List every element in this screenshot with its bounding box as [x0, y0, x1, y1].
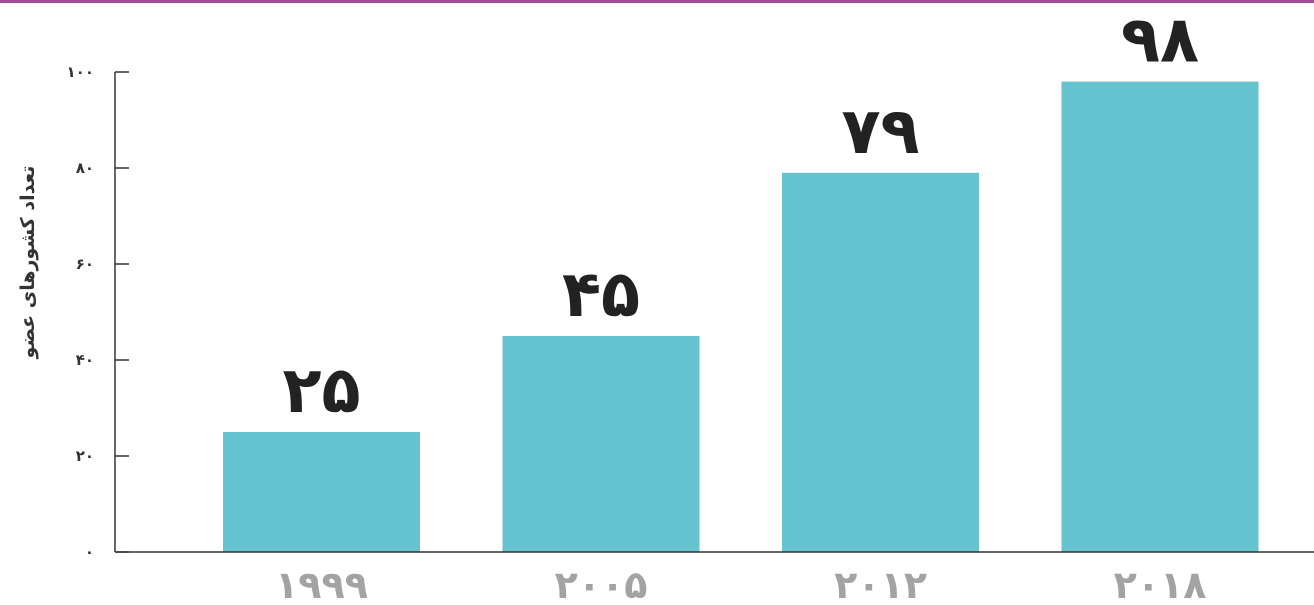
y-axis-title: تعداد کشورهای عضو: [17, 166, 39, 360]
top-rule: [0, 0, 1314, 3]
y-tick-label: ۲۰: [76, 447, 94, 465]
bar: [223, 432, 420, 552]
bar-value-label: ۹۸: [1121, 4, 1199, 78]
y-tick-label: ۱۰۰: [67, 63, 94, 81]
bar: [1061, 81, 1259, 552]
y-tick-label: ۶۰: [76, 255, 94, 273]
bar: [782, 172, 979, 553]
bar-value-label: ۷۹: [841, 95, 919, 169]
bar: [502, 336, 700, 552]
y-tick-label: ۸۰: [76, 159, 94, 177]
y-tick-label: ۰: [85, 543, 94, 561]
y-axis: ۰ ۲۰ ۴۰ ۶۰ ۸۰ ۱۰۰: [67, 63, 129, 561]
category-label: ۲۰۱۸: [1114, 563, 1207, 605]
category-label: ۱۹۹۹: [275, 563, 368, 605]
data-labels: ۲۵ ۴۵ ۷۹ ۹۸: [282, 4, 1199, 428]
bars: [223, 81, 1259, 553]
category-label: ۲۰۱۲: [834, 563, 927, 605]
category-labels: ۱۹۹۹ ۲۰۰۵ ۲۰۱۲ ۲۰۱۸: [275, 563, 1206, 605]
category-label: ۲۰۰۵: [555, 563, 648, 605]
bar-value-label: ۲۵: [282, 354, 360, 428]
y-tick-label: ۴۰: [76, 351, 94, 369]
bar-value-label: ۴۵: [562, 258, 640, 332]
